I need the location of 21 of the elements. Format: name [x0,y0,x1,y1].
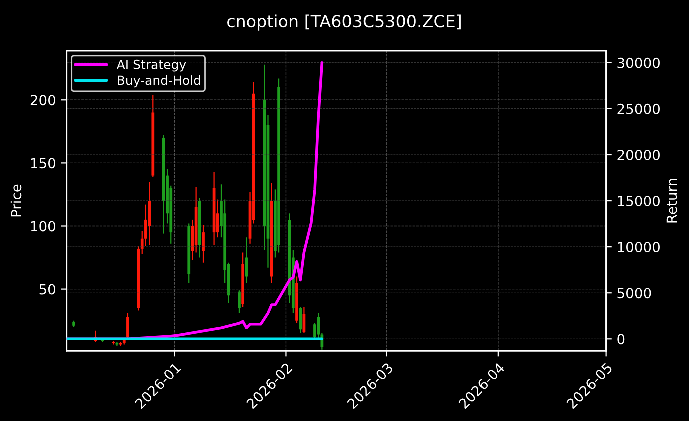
candlestick [245,237,248,284]
y2-tick-label: 15000 [618,196,660,206]
y2-tick-label: 30000 [618,58,660,68]
legend-label: AI Strategy [116,60,186,72]
y2-axis-title: Return [666,179,678,223]
y-tick-label: 150 [31,158,56,169]
candlestick [238,290,241,314]
y2-tick-label: 20000 [618,150,660,160]
y2-tick-label: 5000 [618,288,652,299]
y2-tick-label: 10000 [618,242,660,253]
y2-tick-label: 0 [618,334,625,345]
y-tick-label: 100 [31,221,56,232]
y-tick-label: 200 [30,95,56,106]
y-tick-label: 50 [40,284,56,295]
legend-label: Buy-and-Hold [118,76,200,88]
candlestick [126,312,130,340]
y-axis-title: Price [10,184,22,217]
chart-title: cnoption [TA603C5300.ZCE] [228,14,461,31]
candlestick [299,306,302,334]
candlestick [202,224,205,264]
y2-tick-label: 25000 [618,104,660,114]
